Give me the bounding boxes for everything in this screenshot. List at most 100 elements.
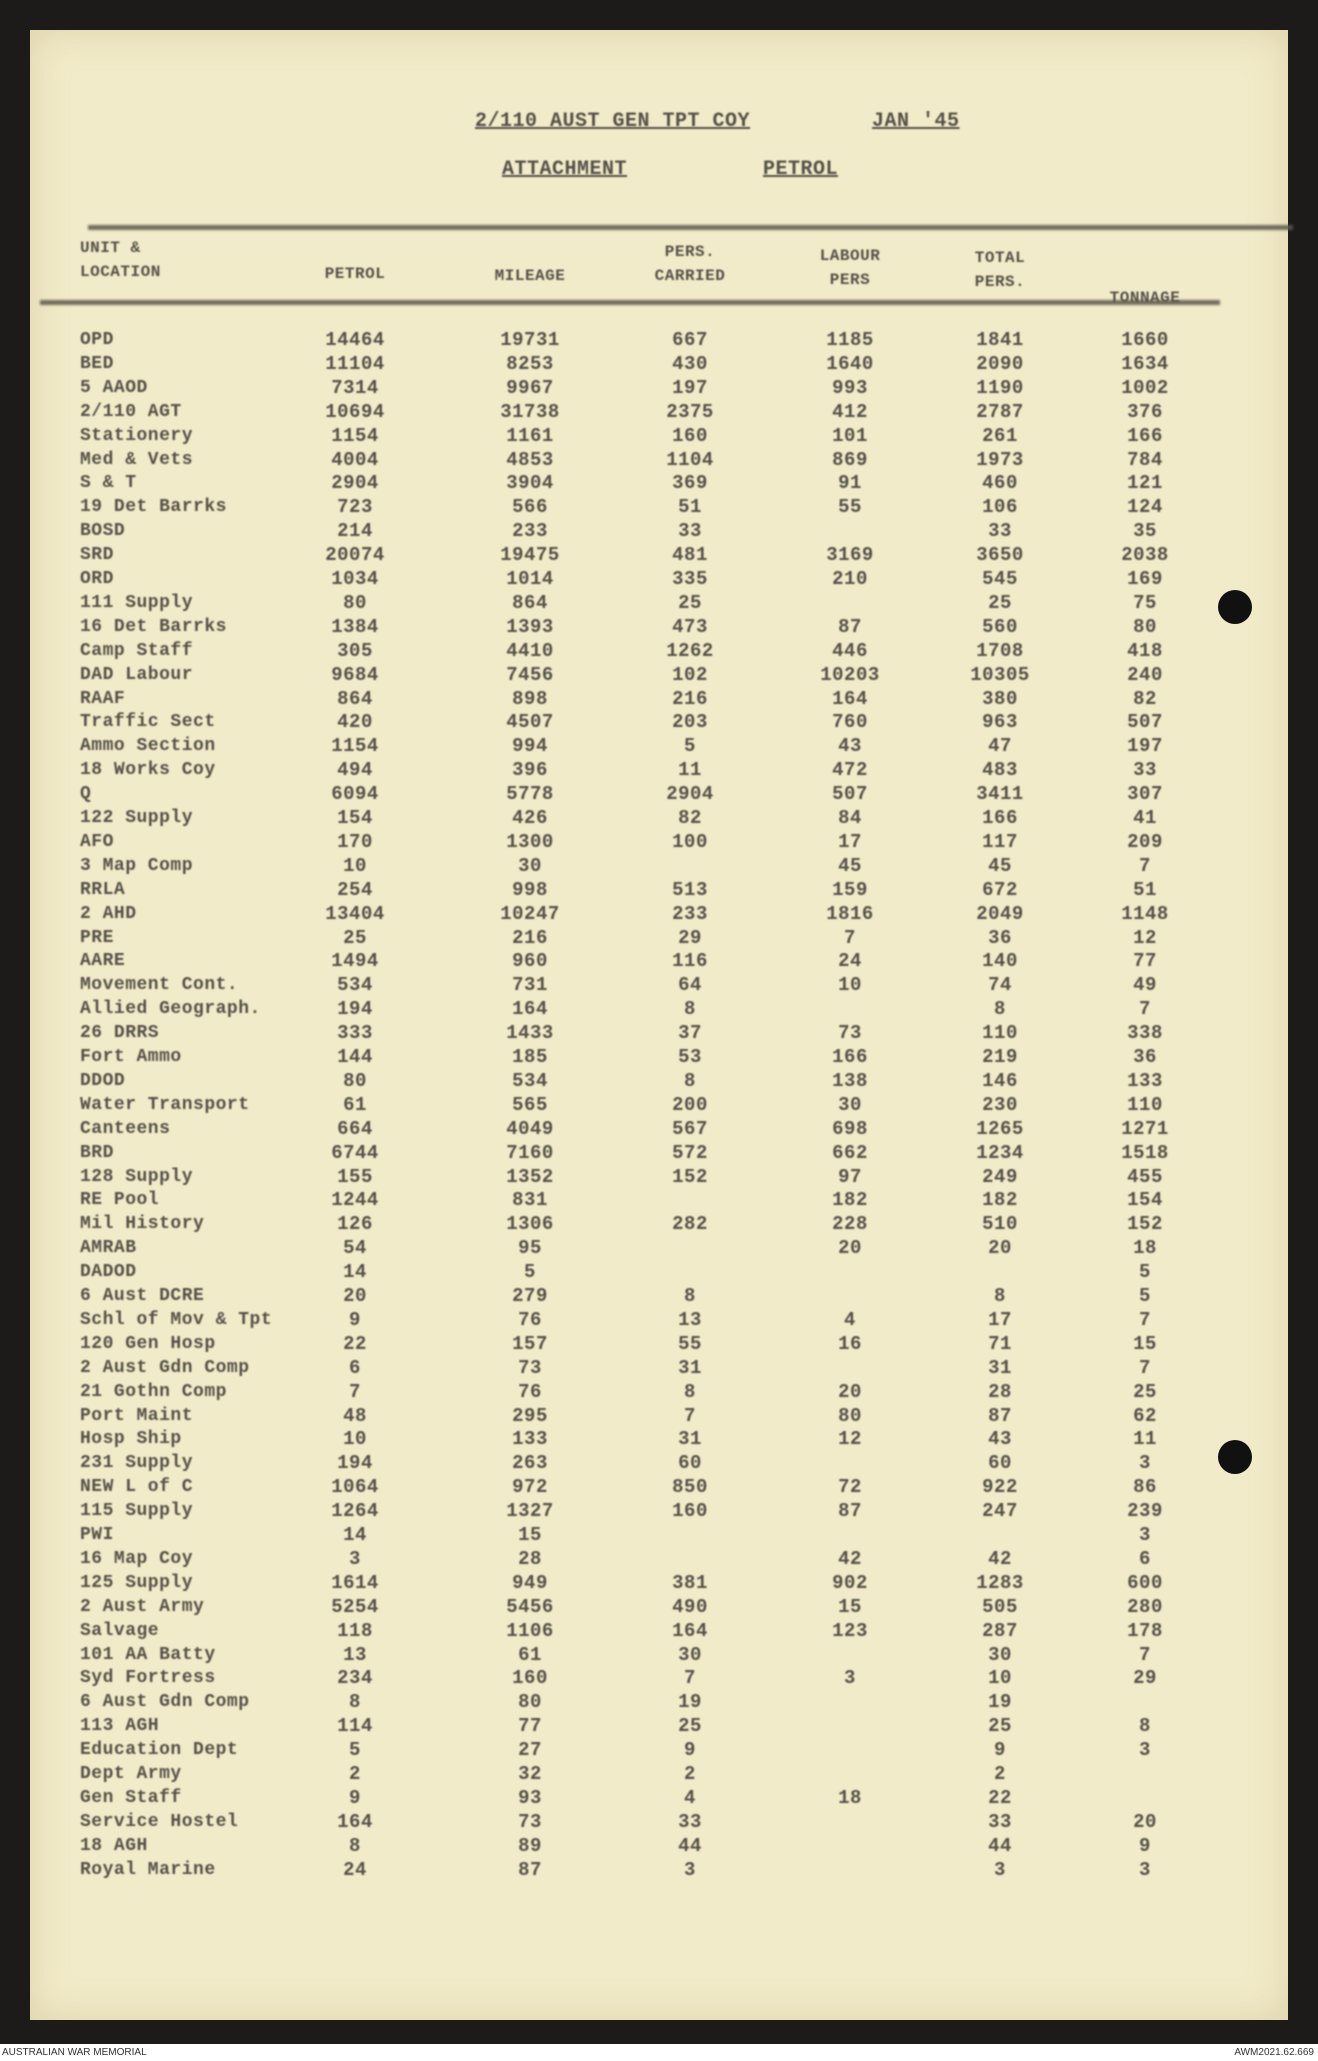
pers-carried-cell: 164	[672, 1619, 708, 1642]
petrol-cell: 54	[343, 1237, 367, 1260]
mileage-cell: 1433	[506, 1022, 554, 1045]
tonnage-cell: 110	[1127, 1093, 1163, 1116]
labour-pers-cell: 210	[832, 568, 868, 590]
unit-cell: 231 Supply	[80, 1453, 194, 1474]
total-pers-cell: 2049	[976, 902, 1024, 925]
labour-pers-cell: 993	[832, 376, 868, 399]
labour-pers-cell: 45	[838, 854, 862, 877]
unit-cell: ORD	[80, 569, 114, 589]
tonnage-cell: 152	[1127, 1213, 1163, 1236]
mileage-cell: 972	[512, 1476, 548, 1499]
tonnage-cell: 1518	[1121, 1141, 1169, 1164]
unit-cell: Mil History	[80, 1214, 205, 1235]
tonnage-cell: 15	[1133, 1332, 1157, 1355]
unit-cell: 6 Aust DCRE	[80, 1286, 205, 1306]
unit-cell: 19 Det Barrks	[80, 497, 227, 518]
mileage-cell: 1306	[506, 1213, 554, 1236]
mileage-cell: 77	[518, 1715, 542, 1738]
total-pers-cell: 219	[982, 1046, 1018, 1068]
total-pers-cell: 1265	[976, 1117, 1024, 1140]
tonnage-cell: 86	[1133, 1476, 1157, 1499]
col-header-unit-line1: UNIT &	[80, 239, 141, 257]
total-pers-cell: 3650	[976, 544, 1024, 567]
tonnage-cell: 1002	[1121, 376, 1169, 399]
pers-carried-cell: 282	[672, 1213, 708, 1236]
petrol-cell: 22	[343, 1332, 367, 1355]
mileage-cell: 133	[512, 1428, 548, 1451]
labour-pers-cell: 4	[844, 1308, 856, 1331]
pers-carried-cell: 5	[684, 735, 696, 758]
pers-carried-cell: 33	[678, 520, 702, 543]
pers-carried-cell: 25	[678, 1715, 702, 1738]
pers-carried-cell: 160	[672, 1500, 708, 1523]
total-pers-cell: 380	[982, 687, 1018, 710]
pers-carried-cell: 7	[684, 1404, 696, 1427]
petrol-cell: 1034	[331, 568, 379, 590]
total-pers-cell: 74	[988, 974, 1012, 997]
pers-carried-cell: 2375	[666, 400, 714, 423]
mileage-cell: 10247	[500, 902, 560, 925]
labour-pers-cell: 97	[838, 1165, 862, 1188]
unit-cell: NEW L of C	[80, 1477, 194, 1498]
mileage-cell: 1352	[506, 1165, 554, 1188]
mileage-cell: 76	[518, 1308, 542, 1331]
unit-cell: RE Pool	[80, 1190, 160, 1211]
labour-pers-cell: 228	[832, 1213, 868, 1236]
unit-cell: Service Hostel	[80, 1811, 239, 1832]
pers-carried-cell: 7	[684, 1667, 696, 1690]
mileage-cell: 1327	[506, 1500, 554, 1523]
pers-carried-cell: 29	[678, 926, 702, 949]
pers-carried-cell: 53	[678, 1046, 702, 1068]
mileage-cell: 15	[518, 1524, 542, 1546]
tonnage-cell: 35	[1133, 520, 1157, 543]
table-row: 18 Works Coy 494 396 11 472 483 33	[30, 758, 1288, 782]
pers-carried-cell: 37	[678, 1022, 702, 1045]
labour-pers-cell: 166	[832, 1046, 868, 1068]
mileage-cell: 216	[512, 926, 548, 949]
petrol-cell: 14	[343, 1524, 367, 1546]
table-row: BED 11104 8253 430 1640 2090 1634	[30, 352, 1288, 376]
tonnage-cell: 197	[1127, 735, 1163, 758]
table-row: Water Transport 61 565 200 30 230 110	[30, 1093, 1288, 1117]
petrol-cell: 14464	[325, 329, 385, 351]
mileage-cell: 998	[512, 878, 548, 901]
tonnage-cell: 80	[1133, 615, 1157, 638]
pers-carried-cell: 160	[672, 424, 708, 447]
petrol-cell: 10694	[325, 400, 385, 423]
petrol-cell: 9	[349, 1786, 361, 1809]
tonnage-cell: 124	[1127, 496, 1163, 519]
table-row: Med & Vets 4004 4853 1104 869 1973 784	[30, 448, 1288, 472]
labour-pers-cell: 42	[838, 1547, 862, 1570]
tonnage-cell: 75	[1133, 591, 1157, 614]
labour-pers-cell: 15	[838, 1595, 862, 1618]
table-row: 16 Map Coy 3 28 42 42 6	[30, 1547, 1288, 1571]
labour-pers-cell: 18	[838, 1786, 862, 1809]
col-header-total-pers: TOTAL PERS.	[945, 246, 1055, 294]
col-header-pers-line1: PERS.	[664, 243, 716, 261]
tonnage-cell: 1271	[1121, 1117, 1169, 1140]
table-row: Traffic Sect 420 4507 203 760 963 507	[30, 710, 1288, 734]
petrol-cell: 20	[343, 1285, 367, 1307]
total-pers-cell: 8	[994, 998, 1006, 1021]
total-pers-cell: 505	[982, 1595, 1018, 1618]
col-header-pers-carried: PERS. CARRIED	[635, 240, 745, 288]
unit-cell: 120 Gen Hosp	[80, 1333, 216, 1354]
table-row: Ammo Section 1154 994 5 43 47 197	[30, 734, 1288, 758]
mileage-cell: 19731	[500, 329, 560, 351]
col-header-tonnage: TONNAGE	[1109, 289, 1181, 307]
mileage-cell: 89	[518, 1834, 542, 1857]
mileage-cell: 31738	[500, 400, 560, 423]
petrol-cell: 2	[349, 1763, 361, 1785]
table-row: 128 Supply 155 1352 152 97 249 455	[30, 1165, 1288, 1189]
unit-cell: OPD	[80, 330, 114, 350]
total-pers-cell: 483	[982, 759, 1018, 782]
table-row: Allied Geograph. 194 164 8 8 7	[30, 997, 1288, 1021]
pers-carried-cell: 233	[672, 902, 708, 925]
total-pers-cell: 2787	[976, 400, 1024, 423]
petrol-cell: 1154	[331, 424, 379, 447]
total-pers-cell: 10305	[970, 663, 1030, 686]
col-header-labour-line2: PERS	[829, 271, 871, 289]
unit-cell: 2 Aust Army	[80, 1596, 205, 1617]
unit-cell: AARE	[80, 951, 126, 972]
tonnage-cell: 121	[1127, 472, 1163, 495]
